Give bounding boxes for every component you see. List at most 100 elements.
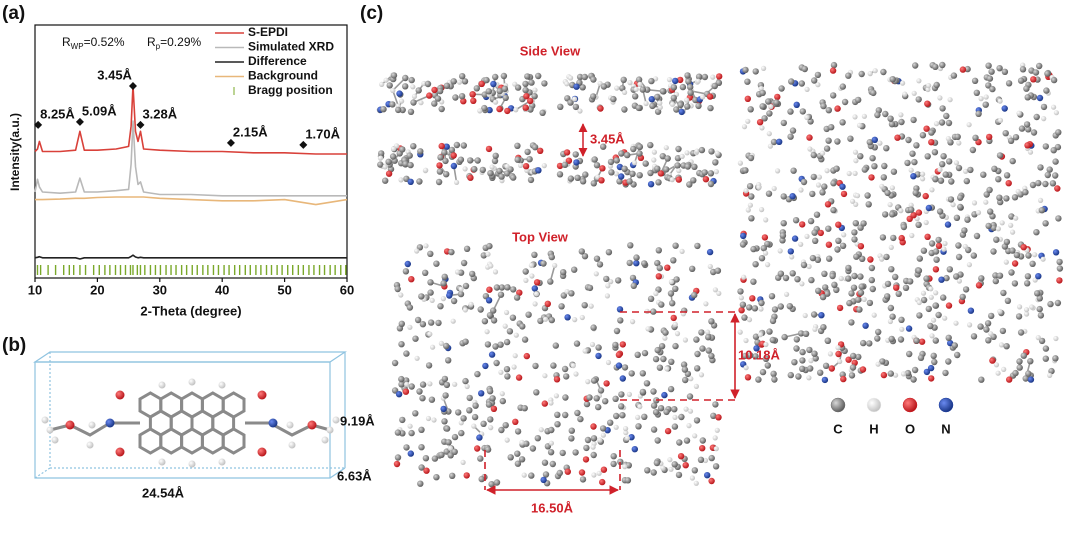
atom xyxy=(739,301,747,308)
atom xyxy=(394,285,401,293)
atom xyxy=(855,353,862,361)
atom xyxy=(829,67,837,74)
atom xyxy=(407,423,413,429)
atom xyxy=(526,156,533,163)
peak-marker xyxy=(226,138,235,147)
atom xyxy=(941,246,947,252)
atom xyxy=(516,289,523,296)
atom xyxy=(377,161,384,168)
atom xyxy=(498,173,505,180)
molecule xyxy=(41,378,340,468)
atom xyxy=(627,80,633,86)
atom xyxy=(997,308,1003,314)
view-title: Side View xyxy=(520,43,581,58)
atom xyxy=(748,193,755,200)
atom xyxy=(912,189,919,196)
atom xyxy=(989,85,996,93)
atom xyxy=(789,193,796,200)
atom xyxy=(977,323,984,330)
atom xyxy=(1012,134,1020,141)
atom xyxy=(1054,299,1062,307)
atom xyxy=(953,160,960,166)
atom xyxy=(664,366,670,372)
atom xyxy=(553,393,560,399)
atom xyxy=(1038,207,1046,214)
atom xyxy=(759,125,765,131)
atom xyxy=(871,163,878,170)
atom xyxy=(927,322,934,330)
atom xyxy=(498,426,505,434)
atom xyxy=(694,350,701,358)
atom xyxy=(513,294,521,301)
atom xyxy=(562,411,569,419)
atom xyxy=(880,174,887,181)
atom xyxy=(591,472,597,478)
atom xyxy=(426,92,433,99)
atom xyxy=(770,138,778,146)
atom xyxy=(1053,110,1059,116)
atom xyxy=(643,380,651,387)
atom xyxy=(989,357,996,364)
atom xyxy=(462,166,468,172)
atom xyxy=(1050,147,1057,154)
atom xyxy=(528,262,535,268)
atom xyxy=(684,150,690,156)
atom xyxy=(564,314,571,321)
atom xyxy=(451,448,458,455)
atom xyxy=(799,357,806,364)
atom xyxy=(978,376,985,383)
atom xyxy=(945,334,952,341)
atom xyxy=(650,426,658,433)
atom xyxy=(1048,367,1055,375)
atom xyxy=(833,286,840,294)
atom xyxy=(470,97,477,105)
atom xyxy=(443,82,451,90)
atom xyxy=(521,336,529,343)
atom xyxy=(618,150,625,157)
atom xyxy=(628,370,635,377)
atom xyxy=(478,475,485,483)
chain xyxy=(49,421,331,437)
atom xyxy=(518,456,526,463)
atom xyxy=(658,301,665,308)
atom xyxy=(641,413,648,420)
atom xyxy=(548,400,554,406)
atom xyxy=(1040,103,1048,111)
atom xyxy=(890,168,898,175)
atom xyxy=(639,388,647,396)
atom xyxy=(561,161,569,168)
atom xyxy=(971,77,979,85)
atom xyxy=(450,297,458,305)
atom xyxy=(567,99,574,106)
atom xyxy=(572,317,578,323)
atom xyxy=(568,290,575,297)
atom xyxy=(641,349,649,357)
atom xyxy=(650,469,657,476)
atom xyxy=(814,71,822,79)
atom xyxy=(845,275,852,282)
atom xyxy=(443,425,451,432)
atom xyxy=(395,391,403,398)
atom xyxy=(457,156,465,163)
atom xyxy=(437,154,444,161)
atom xyxy=(821,183,828,190)
atom xyxy=(416,388,423,395)
atom xyxy=(925,305,932,313)
atom xyxy=(573,83,580,90)
atom xyxy=(822,362,830,369)
atom xyxy=(533,279,541,286)
atom xyxy=(900,80,906,86)
atom xyxy=(593,255,601,262)
atom xyxy=(862,322,869,329)
atom xyxy=(1040,256,1046,262)
atom xyxy=(382,164,388,170)
atom-label: H xyxy=(869,421,878,436)
atom xyxy=(115,447,125,457)
atom xyxy=(563,149,571,156)
x-axis-label: 2-Theta (degree) xyxy=(140,303,241,318)
atom xyxy=(440,405,447,413)
atom xyxy=(1011,280,1019,287)
atom xyxy=(998,342,1005,348)
atom xyxy=(704,472,711,479)
